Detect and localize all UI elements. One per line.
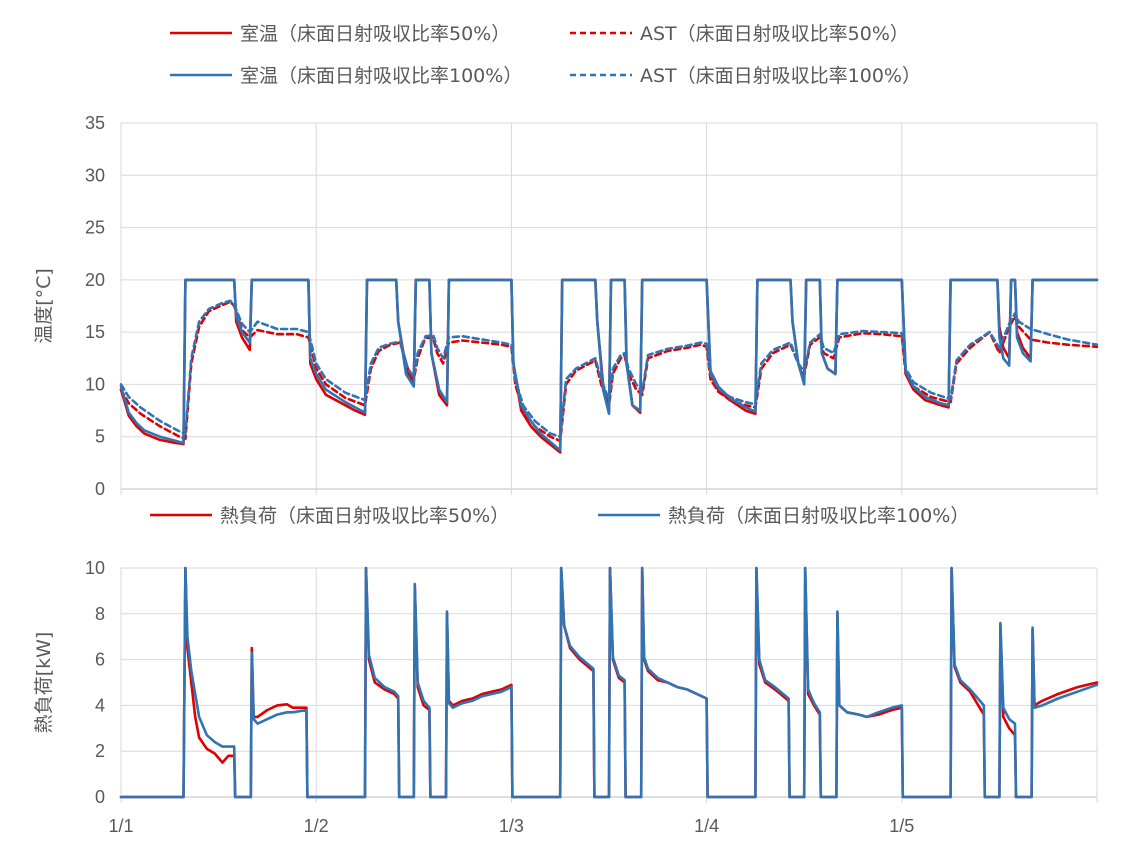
y-tick-label: 5: [95, 427, 105, 447]
chart-panel-1: 0 2 4 6 8 10 1/1 1/2 1/3 1/4 1/5 熱負荷[kW] 熱負荷（床面日射吸収比…: [33, 505, 1099, 836]
y-tick-label: 10: [85, 374, 105, 394]
y-tick-label: 0: [95, 787, 105, 807]
y-axis-label: 温度[°C]: [33, 268, 55, 344]
y-tick-label: 30: [85, 165, 105, 185]
y-axis-label: 熱負荷[kW]: [33, 632, 55, 734]
x-tick-label: 1/5: [889, 816, 914, 836]
x-tick-label: 1/1: [108, 816, 133, 836]
y-tick-label: 6: [95, 650, 105, 670]
legend-label: 室温（床面日射吸収比率100%）: [240, 65, 522, 87]
legend-label: 熱負荷（床面日射吸収比率100%）: [668, 505, 969, 527]
series-line-0-3: [119, 299, 1099, 438]
series-line-1-1: [119, 566, 1099, 799]
legend-label: 室温（床面日射吸収比率50%）: [240, 23, 510, 45]
y-tick-label: 20: [85, 270, 105, 290]
y-tick-label: 25: [85, 218, 105, 238]
y-tick-label: 0: [95, 479, 105, 499]
y-tick-label: 35: [85, 113, 105, 133]
legend-label: AST（床面日射吸収比率100%）: [640, 65, 921, 87]
legend-label: 熱負荷（床面日射吸収比率50%）: [220, 505, 509, 527]
chart-panel-0: 0 5 10 15 20 25 30 35 温度[°C] 室温（床面日射吸収比率50%） AST（床…: [33, 23, 1099, 499]
y-tick-label: 4: [95, 695, 105, 715]
legend-label: AST（床面日射吸収比率50%）: [640, 23, 909, 45]
x-tick-label: 1/2: [304, 816, 329, 836]
y-tick-label: 8: [95, 604, 105, 624]
y-tick-label: 10: [85, 558, 105, 578]
x-tick-label: 1/4: [694, 816, 719, 836]
y-tick-label: 2: [95, 741, 105, 761]
series-line-0-2: [119, 278, 1099, 452]
x-tick-label: 1/3: [499, 816, 524, 836]
y-tick-label: 15: [85, 322, 105, 342]
